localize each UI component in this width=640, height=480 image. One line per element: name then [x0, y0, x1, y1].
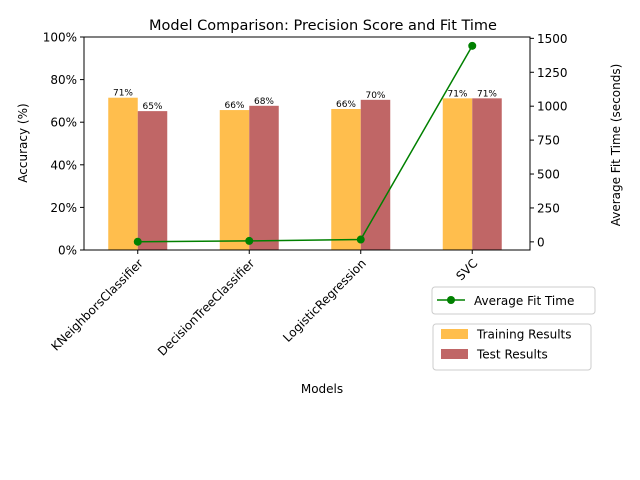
bar-label-training-1: 66% [224, 101, 244, 111]
bar-training-0 [108, 97, 138, 250]
bar-training-2 [331, 108, 361, 250]
bars-layer [108, 97, 502, 251]
chart-title: Model Comparison: Precision Score and Fi… [149, 18, 497, 34]
y2-axis-ticks: 0 250 500 750 1000 1250 1500 [530, 32, 568, 249]
bar-label-test-2: 70% [365, 91, 385, 101]
legend-bars: Training Results Test Results [432, 323, 592, 371]
fit-time-point-3 [468, 41, 477, 50]
bar-training-3 [442, 98, 473, 251]
fit-time-line [137, 45, 473, 243]
legend-swatch-test [441, 349, 468, 359]
legend-line: Average Fit Time [431, 286, 596, 315]
y-tick-label-0: 0% [58, 244, 77, 258]
y2-tick-label-5: 1250 [537, 66, 568, 80]
bar-label-test-0: 65% [142, 102, 162, 112]
x-axis-ticks: KNeighborsClassifier DecisionTreeClassifi… [48, 250, 480, 359]
bar-label-training-2: 66% [336, 100, 356, 110]
x-axis-label: Models [301, 382, 343, 396]
y-tick-label-4: 80% [50, 73, 77, 87]
axes-frame [83, 36, 531, 251]
y-tick-label-5: 100% [43, 31, 77, 45]
y-tick-label-1: 20% [50, 201, 77, 215]
y-axis-ticks: 0% 20% 40% 60% 80% 100% [43, 31, 84, 258]
bar-label-training-3: 71% [447, 89, 467, 99]
bar-test-2 [360, 99, 391, 251]
x-tick-label-0: KNeighborsClassifier [48, 256, 145, 353]
x-tick-label-2: LogisticRegression [280, 256, 369, 345]
bar-labels-layer: 71% 66% 66% 71% 65% 68% 70% 71% [113, 89, 497, 112]
y2-tick-label-1: 250 [537, 201, 560, 215]
fit-time-point-1 [245, 236, 254, 245]
y-tick-label-2: 40% [50, 158, 77, 172]
y2-axis-label: Average Fit Time (seconds) [609, 64, 623, 227]
bar-label-test-1: 68% [254, 97, 274, 107]
y2-tick-label-6: 1500 [537, 32, 568, 46]
bar-label-test-3: 71% [477, 89, 497, 99]
y-tick-label-3: 60% [50, 116, 77, 130]
legend-label-training: Training Results [476, 328, 572, 342]
legend-label-test: Test Results [476, 348, 548, 362]
legend-swatch-training [441, 329, 468, 339]
y2-tick-label-2: 500 [537, 168, 560, 182]
legend-line-marker [447, 296, 455, 304]
legend-line-label: Average Fit Time [474, 294, 574, 308]
fit-time-point-0 [133, 237, 142, 246]
bar-test-0 [137, 111, 168, 251]
y-axis-label: Accuracy (%) [16, 103, 30, 182]
fit-time-point-2 [356, 235, 365, 244]
bar-label-training-0: 71% [113, 89, 133, 99]
fit-time-line-layer [133, 41, 477, 246]
bar-training-1 [219, 110, 250, 251]
y2-tick-label-4: 1000 [537, 100, 568, 114]
x-tick-label-1: DecisionTreeClassifier [155, 256, 257, 358]
legend-bars-frame [432, 323, 592, 371]
bar-test-1 [249, 105, 279, 250]
legend-line-frame [431, 286, 596, 315]
y2-tick-label-0: 0 [537, 235, 545, 249]
bar-test-3 [472, 98, 502, 251]
y2-tick-label-3: 750 [537, 134, 560, 148]
x-tick-label-3: SVC [453, 256, 480, 283]
